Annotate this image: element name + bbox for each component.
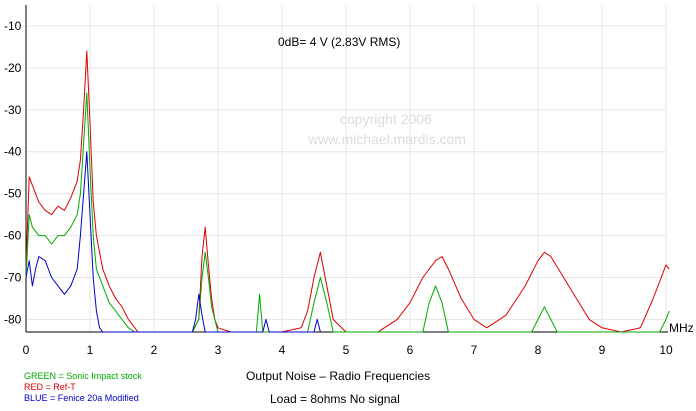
series-layer bbox=[25, 50, 670, 333]
watermark-url: www.michael.mardis.com bbox=[307, 131, 466, 147]
series-line-2 bbox=[25, 92, 670, 333]
y-tick-label: -70 bbox=[4, 271, 22, 285]
x-axis-label: MHz bbox=[669, 321, 694, 335]
x-tick-label: 8 bbox=[535, 343, 542, 357]
chart-text: 0dB= 4 V (2.83V RMS) copyright 2006 www.… bbox=[246, 35, 694, 406]
chart-title: Output Noise – Radio Frequencies bbox=[246, 369, 430, 383]
x-tick-label: 7 bbox=[471, 343, 478, 357]
y-tick-label: -80 bbox=[4, 312, 22, 326]
legend-entry: BLUE = Fenice 20a Modified bbox=[24, 393, 139, 403]
reference-note: 0dB= 4 V (2.83V RMS) bbox=[278, 35, 400, 49]
x-tick-label: 0 bbox=[23, 343, 30, 357]
x-tick-label: 5 bbox=[343, 343, 350, 357]
legend-entry: GREEN = Sonic Impact stock bbox=[24, 371, 142, 381]
x-tick-label: 2 bbox=[151, 343, 158, 357]
x-tick-label: 3 bbox=[215, 343, 222, 357]
series-line-3 bbox=[25, 151, 321, 333]
x-tick-label: 1 bbox=[87, 343, 94, 357]
x-tick-label: 6 bbox=[407, 343, 414, 357]
y-tick-label: -20 bbox=[4, 61, 22, 75]
legend-entry: RED = Ref-T bbox=[24, 382, 76, 392]
y-tick-label: -50 bbox=[4, 187, 22, 201]
y-tick-label: -40 bbox=[4, 145, 22, 159]
y-tick-label: -10 bbox=[4, 19, 22, 33]
x-tick-label: 10 bbox=[659, 343, 673, 357]
x-tick-label: 9 bbox=[599, 343, 606, 357]
watermark-copyright: copyright 2006 bbox=[340, 111, 432, 127]
grid bbox=[26, 5, 667, 332]
x-tick-label: 4 bbox=[279, 343, 286, 357]
y-tick-label: -30 bbox=[4, 103, 22, 117]
y-tick-label: -60 bbox=[4, 229, 22, 243]
chart-subtitle: Load = 8ohms No signal bbox=[270, 392, 400, 406]
